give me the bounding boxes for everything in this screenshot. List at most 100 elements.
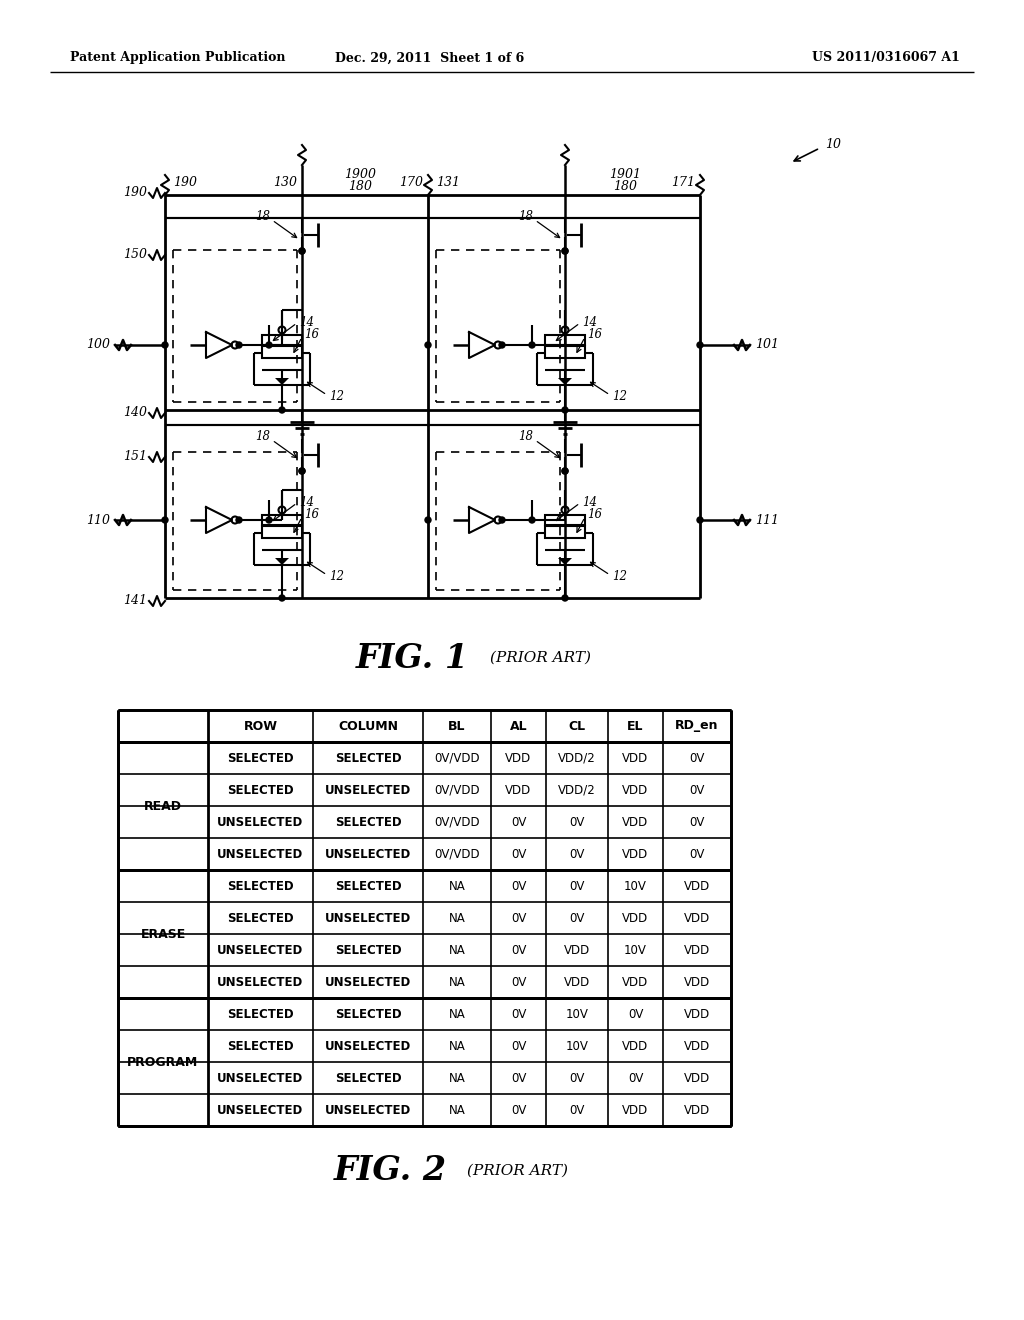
Text: UNSELECTED: UNSELECTED — [325, 975, 411, 989]
Text: VDD: VDD — [623, 912, 648, 924]
Circle shape — [529, 517, 535, 523]
Bar — [262, 525, 302, 539]
Text: UNSELECTED: UNSELECTED — [217, 816, 304, 829]
Text: 151: 151 — [123, 450, 147, 463]
Circle shape — [266, 517, 272, 523]
Text: 0V: 0V — [511, 944, 526, 957]
Text: 0V/VDD: 0V/VDD — [434, 751, 480, 764]
Bar — [545, 335, 585, 345]
Text: 1900: 1900 — [344, 169, 376, 181]
Text: NA: NA — [449, 879, 465, 892]
Text: NA: NA — [449, 1040, 465, 1052]
Text: SELECTED: SELECTED — [227, 1040, 294, 1052]
Text: 12: 12 — [329, 570, 344, 583]
Text: 0V/VDD: 0V/VDD — [434, 784, 480, 796]
Circle shape — [279, 326, 286, 334]
Text: 0V: 0V — [569, 816, 585, 829]
Circle shape — [697, 342, 703, 348]
Text: 0V: 0V — [511, 816, 526, 829]
Text: UNSELECTED: UNSELECTED — [217, 975, 304, 989]
Text: 0V: 0V — [628, 1007, 643, 1020]
Text: 140: 140 — [123, 407, 147, 420]
Text: NA: NA — [449, 1104, 465, 1117]
Text: 0V: 0V — [569, 1072, 585, 1085]
Bar — [262, 335, 302, 345]
Circle shape — [562, 469, 568, 474]
Text: VDD/2: VDD/2 — [558, 751, 596, 764]
Text: 12: 12 — [329, 391, 344, 404]
Text: 130: 130 — [273, 177, 297, 190]
Text: 0V: 0V — [511, 975, 526, 989]
Text: 141: 141 — [123, 594, 147, 607]
Circle shape — [562, 469, 568, 474]
Text: VDD: VDD — [684, 1040, 710, 1052]
Circle shape — [425, 517, 431, 523]
Polygon shape — [275, 378, 289, 385]
Text: 190: 190 — [173, 177, 197, 190]
Text: VDD: VDD — [623, 784, 648, 796]
Text: UNSELECTED: UNSELECTED — [325, 912, 411, 924]
Text: UNSELECTED: UNSELECTED — [325, 1040, 411, 1052]
Text: Patent Application Publication: Patent Application Publication — [70, 51, 286, 65]
Text: 1901: 1901 — [609, 169, 641, 181]
Circle shape — [561, 326, 568, 334]
Text: 16: 16 — [587, 329, 602, 342]
Text: 12: 12 — [612, 391, 627, 404]
Text: 14: 14 — [299, 495, 314, 508]
Circle shape — [562, 248, 568, 253]
Text: 14: 14 — [582, 315, 597, 329]
Circle shape — [236, 517, 242, 523]
Text: NA: NA — [449, 975, 465, 989]
Text: VDD: VDD — [623, 751, 648, 764]
Bar — [545, 346, 585, 358]
Text: 14: 14 — [299, 315, 314, 329]
Text: 0V: 0V — [689, 751, 705, 764]
Text: 12: 12 — [612, 570, 627, 583]
Circle shape — [279, 595, 285, 601]
Text: AL: AL — [510, 719, 527, 733]
Text: VDD: VDD — [506, 751, 531, 764]
Text: 150: 150 — [123, 248, 147, 261]
Text: NA: NA — [449, 912, 465, 924]
Circle shape — [562, 248, 568, 253]
Circle shape — [425, 342, 431, 348]
Text: 0V: 0V — [511, 1040, 526, 1052]
Circle shape — [231, 516, 239, 524]
Polygon shape — [558, 558, 572, 565]
Text: 10V: 10V — [624, 879, 647, 892]
Text: ERASE: ERASE — [140, 928, 185, 940]
Circle shape — [697, 517, 703, 523]
Circle shape — [562, 407, 568, 413]
Text: 0V/VDD: 0V/VDD — [434, 816, 480, 829]
Text: (PRIOR ART): (PRIOR ART) — [490, 651, 591, 665]
Circle shape — [279, 507, 286, 513]
Text: VDD: VDD — [684, 1104, 710, 1117]
Circle shape — [495, 342, 502, 348]
Text: 100: 100 — [86, 338, 110, 351]
Text: VDD: VDD — [684, 1007, 710, 1020]
Text: 0V: 0V — [511, 1007, 526, 1020]
Text: VDD: VDD — [623, 1104, 648, 1117]
Text: VDD: VDD — [623, 975, 648, 989]
Circle shape — [529, 342, 535, 348]
Text: NA: NA — [449, 944, 465, 957]
Text: ROW: ROW — [244, 719, 278, 733]
Text: 10V: 10V — [624, 944, 647, 957]
Text: 0V: 0V — [511, 847, 526, 861]
Circle shape — [499, 342, 505, 348]
Text: 16: 16 — [304, 508, 319, 521]
Circle shape — [495, 516, 502, 524]
Text: UNSELECTED: UNSELECTED — [217, 1072, 304, 1085]
Text: VDD: VDD — [506, 784, 531, 796]
Text: 16: 16 — [304, 329, 319, 342]
Circle shape — [499, 517, 505, 523]
Text: NA: NA — [449, 1072, 465, 1085]
Text: SELECTED: SELECTED — [335, 1072, 401, 1085]
Text: VDD: VDD — [684, 879, 710, 892]
Text: SELECTED: SELECTED — [335, 751, 401, 764]
Circle shape — [299, 469, 305, 474]
Bar — [262, 515, 302, 525]
Text: VDD: VDD — [684, 912, 710, 924]
Text: 0V: 0V — [511, 912, 526, 924]
Text: NA: NA — [449, 1007, 465, 1020]
